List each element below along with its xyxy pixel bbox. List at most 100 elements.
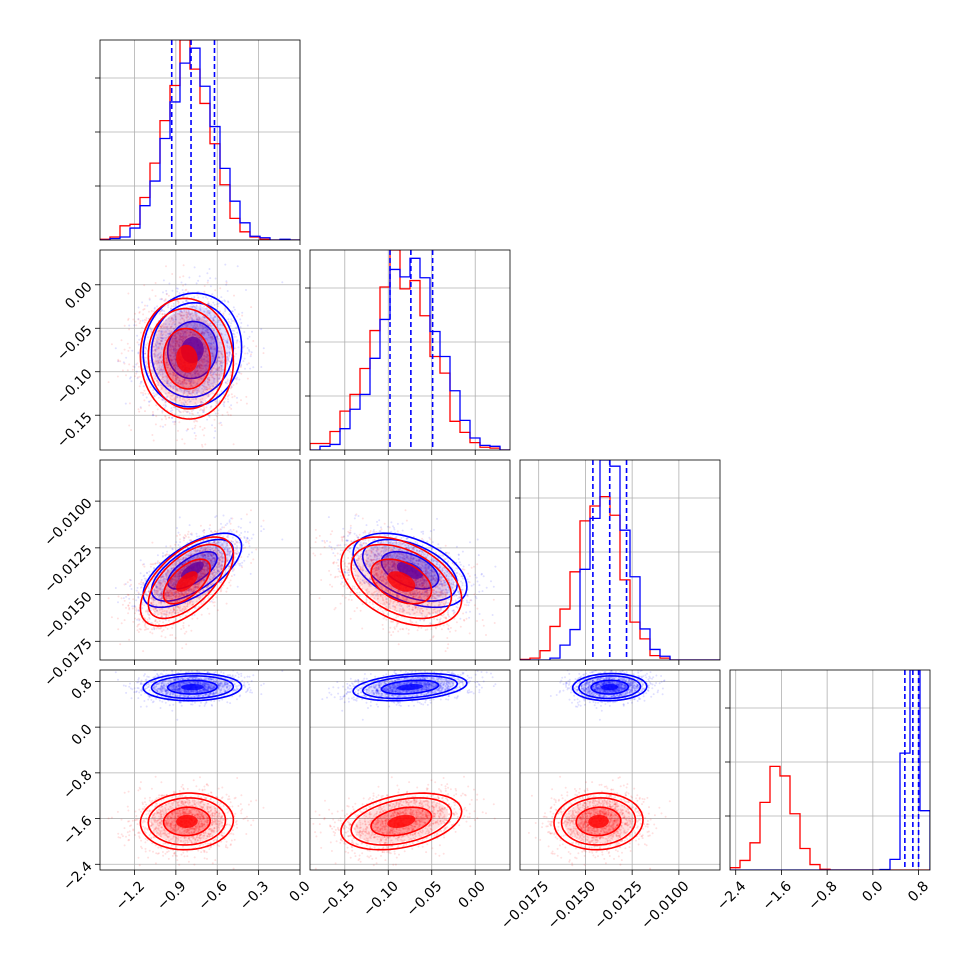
density-peak [181,684,204,691]
histogram-blue [520,460,720,660]
contour-red-1 [162,558,212,605]
density-peak [387,814,416,828]
scatter-panel-3-4 [519,669,721,875]
contour-blue-1 [380,550,440,590]
contour-red-2 [139,792,235,851]
density-peak [387,571,416,592]
contour-blue-3 [361,674,459,700]
panel-frame [99,669,301,871]
scatter-panel-2-3 [309,459,511,665]
panel-frame [99,39,301,241]
density-peak [176,344,198,373]
contour-blue-1 [166,320,218,380]
contour-blue-1 [166,679,218,695]
scatter-panel-1-3 [95,459,301,665]
contour-red-2 [139,536,235,627]
contour-red-3 [350,797,453,846]
scatter-panel-2-4 [309,669,511,875]
y-tick-label: −0.0125 [41,542,95,596]
y-tick-label: −0.0150 [41,589,95,643]
sample-points-red [527,775,671,870]
x-tick-label: −1.6 [760,878,795,913]
x-tick-label: −0.8 [805,878,840,913]
contour-red-3 [350,543,453,620]
contour-blue-3 [150,302,235,398]
contour-blue-2 [352,672,468,702]
y-tick-label: −2.4 [60,859,95,894]
density-peak [176,571,198,592]
y-tick-label: −0.15 [54,410,96,452]
contour-red-1 [162,327,212,390]
panel-frame [309,669,511,871]
grid-lines [310,670,510,870]
contour-red-3 [147,543,227,620]
x-tick-label: −0.3 [237,878,272,913]
grid-lines [730,670,930,870]
contour-red-2 [340,792,463,851]
panel-frame [309,459,511,661]
contour-blue-2 [571,672,648,702]
x-tick-label: 0.0 [859,878,886,905]
x-tick-label: −0.0175 [498,878,552,932]
contour-blue-3 [361,538,459,602]
panel-frame [99,249,301,451]
contour-red-2 [139,297,235,420]
contour-blue-1 [590,679,630,695]
panel-content [312,509,497,653]
histogram-blue [730,670,930,870]
panel-frame [99,459,301,661]
panel-frame [309,249,511,451]
contour-blue-2 [352,532,468,609]
scatter-panel-1-2 [95,249,301,455]
panel-content [527,670,671,870]
scatter-panel-1-4 [95,669,301,875]
density-peak [588,814,609,828]
panel-frame [519,669,721,871]
histogram-panel-4 [725,669,931,875]
y-tick-label: 0.0 [69,721,96,748]
histogram-blue [310,257,510,450]
panel-frame [519,459,721,661]
contour-red-3 [560,797,637,846]
y-tick-label: −0.05 [54,323,96,365]
grid-lines [310,250,510,450]
x-tick-label: −2.4 [714,878,749,913]
histogram-red [310,250,510,450]
panel-content [107,509,284,653]
contour-red-1 [575,806,622,837]
panel-content [312,670,497,870]
contour-red-2 [340,536,463,627]
y-tick-label: −0.10 [54,366,96,408]
y-tick-label: 0.8 [69,676,96,703]
histogram-blue [100,47,300,240]
x-tick-label: −1.2 [113,878,148,913]
y-tick-label: −0.8 [60,767,95,802]
contour-red-2 [553,792,644,851]
x-tick-label: −0.9 [154,878,189,913]
contour-blue-2 [142,292,243,408]
contour-blue-3 [150,675,235,700]
x-tick-label: −0.6 [195,878,230,913]
y-tick-label: 0.00 [62,279,95,312]
x-tick-label: 0.00 [455,878,488,911]
y-tick-label: −1.6 [60,813,95,848]
contour-red-1 [370,806,433,837]
x-tick-label: −0.10 [360,878,402,920]
x-tick-label: −0.0150 [545,878,599,932]
density-peak [176,814,198,828]
panel-content [520,460,720,660]
panel-frame [729,669,931,871]
panel-content [310,250,510,450]
contour-blue-2 [142,672,243,702]
histogram-panel-3 [515,459,721,665]
panel-content [730,670,930,870]
histogram-red [100,40,300,240]
x-tick-label: −0.15 [317,878,359,920]
x-tick-label: 0.8 [905,878,932,905]
x-tick-label: −0.05 [404,878,446,920]
density-peak [396,684,424,691]
x-tick-label: −0.0125 [592,878,646,932]
panel-content [107,263,284,448]
contour-red-1 [370,558,433,605]
